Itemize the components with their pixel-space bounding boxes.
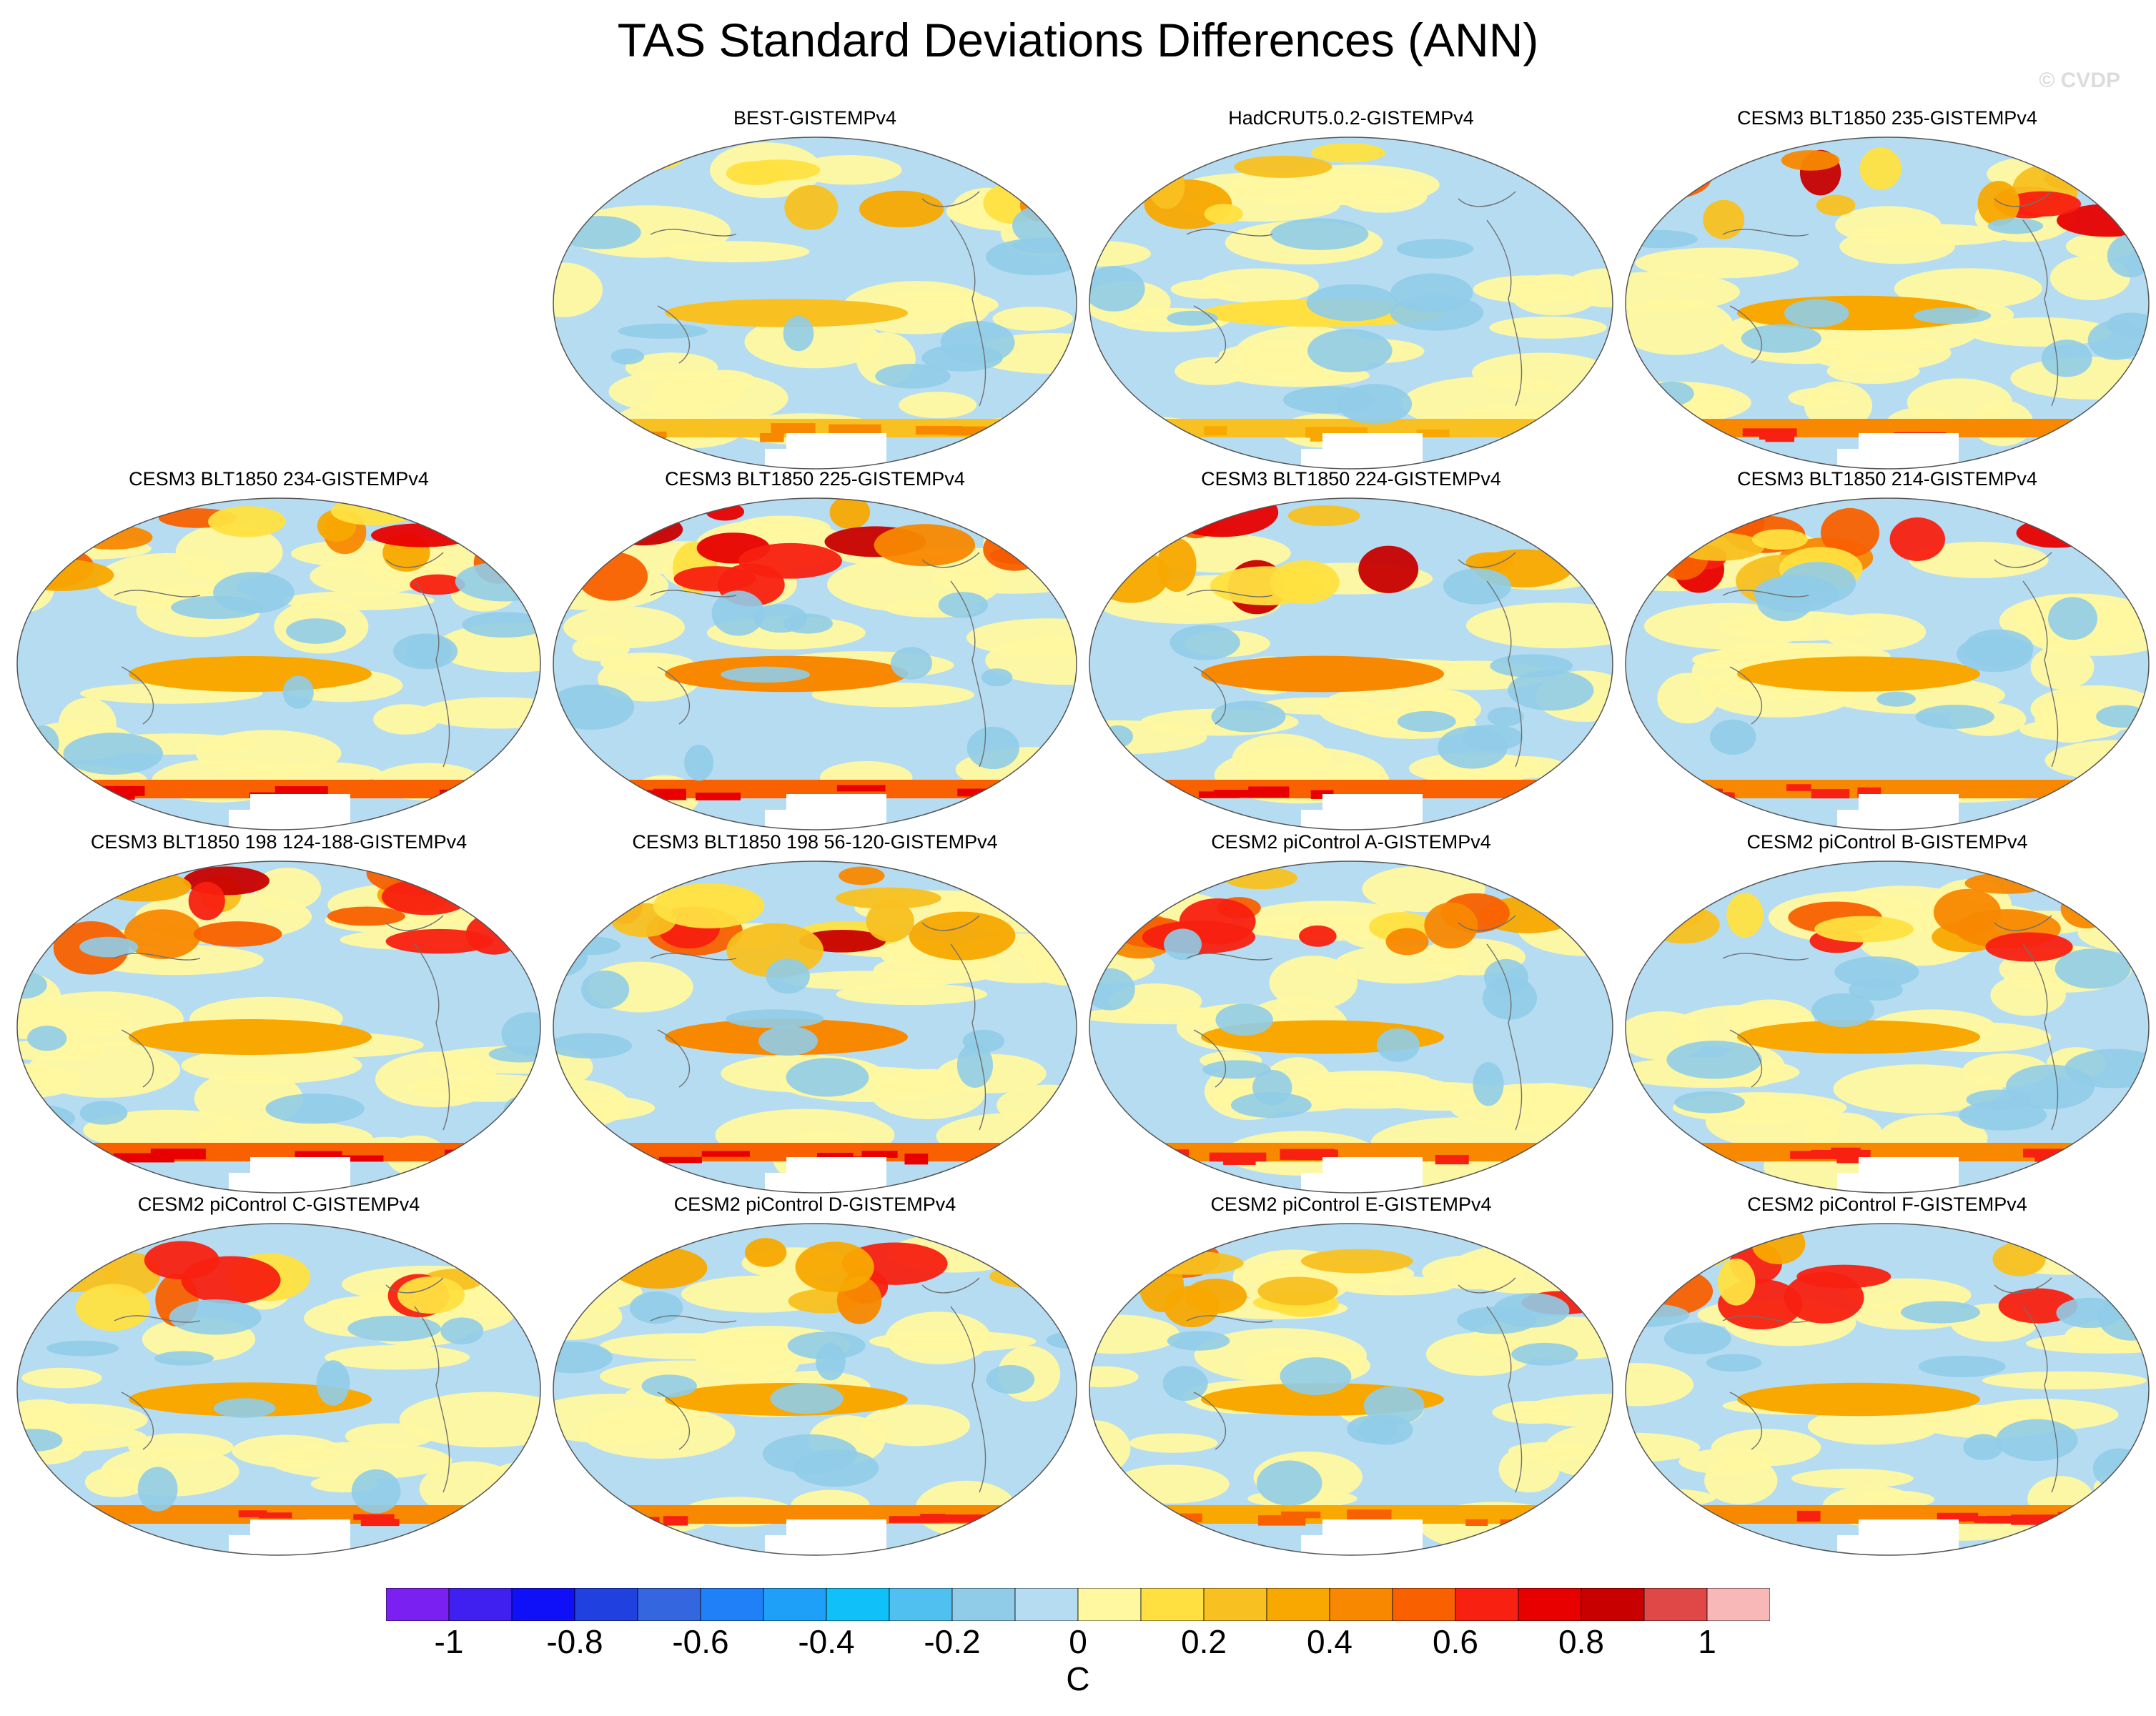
colorbar-swatch <box>1643 1588 1708 1621</box>
robinson-map <box>553 861 1077 1194</box>
map-panel: CESM2 piControl B-GISTEMPv4 <box>1623 831 2152 1196</box>
colorbar-swatch <box>889 1588 953 1621</box>
map-panel: BEST-GISTEMPv4 <box>550 107 1079 472</box>
colorbar-tick-labels: -1 -0.8 -0.6 -0.4 -0.2 0 0.2 0.4 0.6 0.8 1 <box>0 1622 2156 1665</box>
map-panel: CESM2 piControl D-GISTEMPv4 <box>550 1194 1079 1558</box>
panel-title: CESM3 BLT1850 198 124-188-GISTEMPv4 <box>90 831 468 853</box>
map-panel: CESM3 BLT1850 198 56-120-GISTEMPv4 <box>550 831 1079 1196</box>
colorbar-swatch <box>637 1588 701 1621</box>
colorbar-swatch <box>1706 1588 1770 1621</box>
colorbar-swatch <box>951 1588 1016 1621</box>
panel-title: CESM3 BLT1850 214-GISTEMPv4 <box>1737 468 2037 490</box>
figure-title: TAS Standard Deviations Differences (ANN… <box>617 14 1539 66</box>
panel-title: CESM3 BLT1850 235-GISTEMPv4 <box>1737 107 2037 129</box>
panel-title: CESM3 BLT1850 225-GISTEMPv4 <box>665 468 965 490</box>
robinson-map <box>1625 497 2150 830</box>
map-panel: CESM3 BLT1850 235-GISTEMPv4 <box>1623 107 2152 472</box>
robinson-map <box>1089 1223 1613 1556</box>
colorbar-swatch <box>1329 1588 1393 1621</box>
colorbar-tick-label: 0.4 <box>1307 1623 1353 1660</box>
colorbar-swatch <box>386 1588 450 1621</box>
colorbar-tick-label: 0 <box>1069 1623 1087 1660</box>
colorbar-tick-label: -1 <box>434 1623 464 1660</box>
colorbar-tick-label: 1 <box>1698 1623 1716 1660</box>
map-panel: CESM3 BLT1850 198 124-188-GISTEMPv4 <box>14 831 543 1196</box>
colorbar-swatch <box>1581 1588 1645 1621</box>
colorbar-unit: C <box>1066 1660 1090 1697</box>
panel-title: CESM2 piControl E-GISTEMPv4 <box>1210 1194 1492 1215</box>
colorbar-swatch <box>763 1588 827 1621</box>
map-panel: CESM3 BLT1850 234-GISTEMPv4 <box>14 468 543 833</box>
colorbar-tick-label: 0.8 <box>1558 1623 1604 1660</box>
colorbar-swatch <box>826 1588 890 1621</box>
colorbar-swatch <box>1077 1588 1142 1621</box>
robinson-map <box>553 497 1077 830</box>
colorbar-tick-label: -0.2 <box>924 1623 981 1660</box>
map-panel: CESM3 BLT1850 225-GISTEMPv4 <box>550 468 1079 833</box>
robinson-map <box>1089 497 1613 830</box>
panel-title: BEST-GISTEMPv4 <box>733 107 897 129</box>
panel-title: CESM3 BLT1850 198 56-120-GISTEMPv4 <box>632 831 998 853</box>
colorbar-swatch <box>1203 1588 1267 1621</box>
colorbar-swatch <box>700 1588 764 1621</box>
colorbar-tick-label: -0.8 <box>546 1623 603 1660</box>
panel-title: HadCRUT5.0.2-GISTEMPv4 <box>1228 107 1474 129</box>
robinson-map <box>16 1223 541 1556</box>
map-panel: CESM2 piControl C-GISTEMPv4 <box>14 1194 543 1558</box>
colorbar-swatch <box>1140 1588 1205 1621</box>
colorbar-swatch <box>1014 1588 1079 1621</box>
robinson-map <box>16 497 541 830</box>
robinson-map <box>1625 137 2150 470</box>
cvdp-watermark: © CVDP <box>2039 69 2120 92</box>
colorbar-swatch <box>1266 1588 1330 1621</box>
colorbar-tick-label: 0.6 <box>1433 1623 1478 1660</box>
panel-title: CESM2 piControl B-GISTEMPv4 <box>1746 831 2028 853</box>
colorbar-swatch <box>1518 1588 1582 1621</box>
map-panel: CESM3 BLT1850 214-GISTEMPv4 <box>1623 468 2152 833</box>
robinson-map <box>553 137 1077 470</box>
panel-title: CESM3 BLT1850 224-GISTEMPv4 <box>1201 468 1501 490</box>
colorbar-tick-label: -0.6 <box>672 1623 729 1660</box>
panel-title: CESM2 piControl D-GISTEMPv4 <box>673 1194 956 1215</box>
colorbar-swatch <box>448 1588 513 1621</box>
colorbar-swatch <box>1455 1588 1519 1621</box>
map-panel: CESM2 piControl A-GISTEMPv4 <box>1087 831 1616 1196</box>
robinson-map <box>553 1223 1077 1556</box>
map-panel: CESM3 BLT1850 224-GISTEMPv4 <box>1087 468 1616 833</box>
map-panel: CESM2 piControl E-GISTEMPv4 <box>1087 1194 1616 1558</box>
colorbar <box>386 1588 1770 1621</box>
robinson-map <box>1089 861 1613 1194</box>
robinson-map <box>1625 1223 2150 1556</box>
map-panel: HadCRUT5.0.2-GISTEMPv4 <box>1087 107 1616 472</box>
robinson-map <box>16 861 541 1194</box>
panel-title: CESM2 piControl C-GISTEMPv4 <box>137 1194 420 1215</box>
colorbar-swatch <box>574 1588 638 1621</box>
robinson-map <box>1625 861 2150 1194</box>
colorbar-swatch <box>1392 1588 1456 1621</box>
robinson-map <box>1089 137 1613 470</box>
map-panel: CESM2 piControl F-GISTEMPv4 <box>1623 1194 2152 1558</box>
colorbar-tick-label: -0.4 <box>798 1623 855 1660</box>
panel-title: CESM2 piControl F-GISTEMPv4 <box>1747 1194 2027 1215</box>
panel-title: CESM3 BLT1850 234-GISTEMPv4 <box>129 468 429 490</box>
colorbar-swatch <box>511 1588 575 1621</box>
colorbar-tick-label: 0.2 <box>1181 1623 1227 1660</box>
map-panels: BEST-GISTEMPv4 HadCRUT5.0.2-GISTEMPv4 CESM… <box>14 107 2152 1556</box>
panel-title: CESM2 piControl A-GISTEMPv4 <box>1211 831 1491 853</box>
